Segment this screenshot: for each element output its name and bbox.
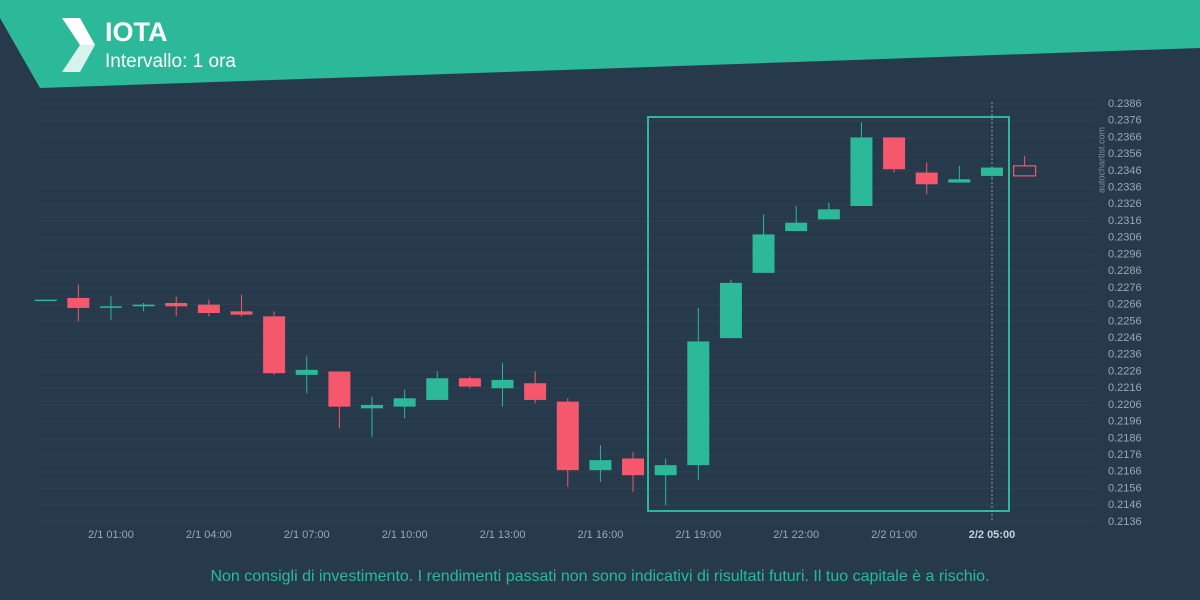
candle-body xyxy=(165,302,188,307)
candle-body xyxy=(980,167,1003,176)
candle-body xyxy=(785,222,808,232)
y-tick-label: 0.2206 xyxy=(1108,399,1142,411)
candle-body xyxy=(458,378,481,387)
y-tick-label: 0.2176 xyxy=(1108,449,1142,461)
chart-title: IOTA xyxy=(105,17,168,47)
x-tick-label: 2/1 16:00 xyxy=(577,529,623,541)
y-tick-label: 0.2236 xyxy=(1108,349,1142,361)
candle-body xyxy=(915,172,938,185)
candles xyxy=(34,122,1037,506)
y-tick-label: 0.2256 xyxy=(1108,315,1142,327)
candle-body xyxy=(817,209,840,220)
candle-body xyxy=(328,371,351,407)
y-tick-label: 0.2316 xyxy=(1108,215,1142,227)
candle-body xyxy=(850,137,873,206)
candle-body xyxy=(426,378,449,400)
candle-body xyxy=(589,460,612,471)
x-tick-label: 2/1 22:00 xyxy=(773,529,819,541)
y-tick-label: 0.2376 xyxy=(1108,115,1142,127)
x-tick-label: 2/1 01:00 xyxy=(88,529,134,541)
grid xyxy=(40,103,1095,523)
candle-body xyxy=(1012,165,1037,177)
x-tick-label: 2/1 10:00 xyxy=(382,529,428,541)
candle-body xyxy=(263,316,286,374)
candle-body xyxy=(197,304,220,313)
disclaimer: Non consigli di investimento. I rendimen… xyxy=(210,568,989,585)
candle-body xyxy=(524,383,547,400)
candle-body xyxy=(654,465,677,476)
y-tick-label: 0.2336 xyxy=(1108,182,1142,194)
candle-body xyxy=(883,137,906,170)
x-tick-label: 2/2 01:00 xyxy=(871,529,917,541)
y-tick-label: 0.2296 xyxy=(1108,248,1142,260)
header-band xyxy=(0,0,1200,88)
candle-body xyxy=(34,299,57,302)
candle-body xyxy=(948,179,971,183)
chart-subtitle: Intervallo: 1 ora xyxy=(105,51,236,72)
candle-body xyxy=(361,404,383,409)
y-tick-label: 0.2136 xyxy=(1108,516,1142,528)
logo xyxy=(62,18,95,72)
pattern-box xyxy=(647,116,1010,512)
x-tick-label: 2/1 13:00 xyxy=(480,529,526,541)
candle-body xyxy=(295,369,318,375)
y-tick-label: 0.2346 xyxy=(1108,165,1142,177)
y-tick-label: 0.2246 xyxy=(1108,332,1142,344)
y-tick-label: 0.2386 xyxy=(1108,98,1142,110)
y-tick-label: 0.2156 xyxy=(1108,482,1142,494)
candle-body xyxy=(556,401,579,471)
x-tick-label: 2/1 04:00 xyxy=(186,529,232,541)
y-tick-label: 0.2306 xyxy=(1108,232,1142,244)
candle-body xyxy=(719,282,742,339)
watermark: autochartist.com xyxy=(1096,127,1106,193)
candle-body xyxy=(622,458,645,476)
x-tick-label: 2/1 19:00 xyxy=(675,529,721,541)
x-tick-label: 2/2 05:00 xyxy=(969,529,1015,541)
candle-body xyxy=(132,304,155,307)
candle-body xyxy=(393,398,416,407)
y-tick-label: 0.2266 xyxy=(1108,299,1142,311)
y-tick-label: 0.2366 xyxy=(1108,131,1142,143)
candle-body xyxy=(67,297,90,308)
x-tick-label: 2/1 07:00 xyxy=(284,529,330,541)
candle-body xyxy=(752,234,775,273)
y-tick-label: 0.2146 xyxy=(1108,499,1142,511)
y-tick-label: 0.2276 xyxy=(1108,282,1142,294)
candle-body xyxy=(687,341,710,466)
y-tick-label: 0.2356 xyxy=(1108,148,1142,160)
y-tick-label: 0.2196 xyxy=(1108,416,1142,428)
y-tick-label: 0.2216 xyxy=(1108,382,1142,394)
candle-body xyxy=(99,306,122,308)
y-tick-label: 0.2226 xyxy=(1108,365,1142,377)
y-tick-label: 0.2166 xyxy=(1108,466,1142,478)
candle-body xyxy=(491,379,514,389)
y-tick-label: 0.2186 xyxy=(1108,432,1142,444)
candle-body xyxy=(230,311,253,315)
y-tick-label: 0.2326 xyxy=(1108,198,1142,210)
y-tick-label: 0.2286 xyxy=(1108,265,1142,277)
